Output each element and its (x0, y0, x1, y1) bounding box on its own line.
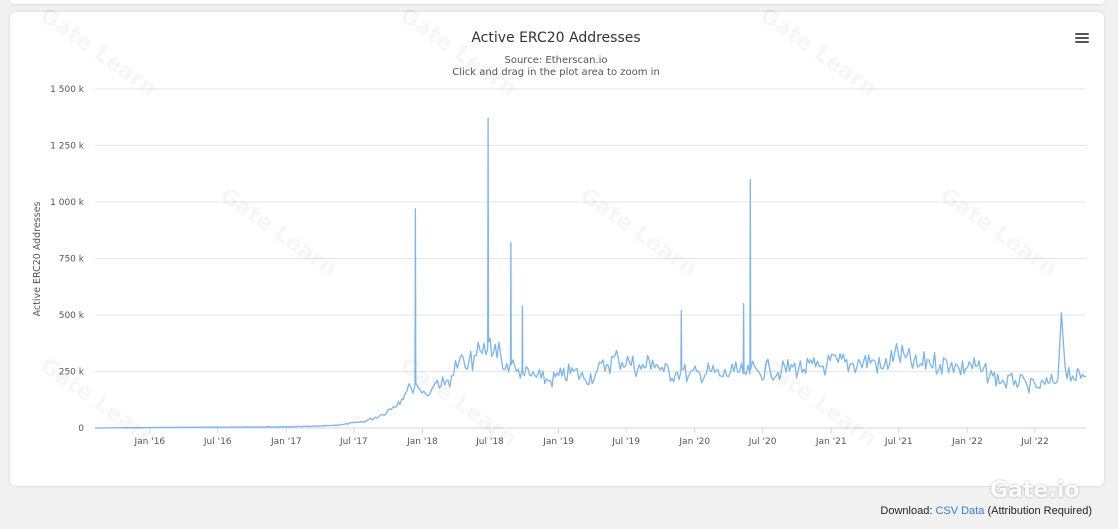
menu-bar-icon (1075, 37, 1089, 39)
x-axis-ticks: Jan '16 Jul '16 Jan '17 Jul '17 Jan '18 Jul '… (133, 428, 1049, 447)
menu-bar-icon (1075, 41, 1089, 43)
y-tick-label: 250 k (59, 368, 85, 378)
chart-card[interactable]: Active ERC20 Addresses Source: Etherscan… (10, 12, 1104, 486)
attribution-note: (Attribution Required) (987, 505, 1092, 517)
x-tick-label: Jul '21 (884, 437, 913, 447)
x-tick-label: Jan '22 (951, 437, 983, 447)
x-tick-label: Jan '21 (815, 437, 847, 447)
y-tick-label: 1 500 k (50, 85, 85, 95)
chart-menu-button[interactable] (1074, 31, 1090, 45)
previous-card-edge (10, 0, 1104, 4)
grid-lines (95, 88, 1086, 372)
download-label: Download: (880, 505, 933, 517)
chart-source: Source: Etherscan.io (505, 55, 608, 66)
y-axis-label: Active ERC20 Addresses (32, 201, 43, 316)
csv-data-link[interactable]: CSV Data (935, 505, 985, 517)
y-tick-label: 500 k (59, 311, 85, 321)
chart-svg[interactable]: Active ERC20 Addresses Source: Etherscan… (10, 12, 1104, 486)
zoom-hint: Click and drag in the plot area to zoom … (452, 67, 660, 78)
x-tick-label: Jul '19 (611, 437, 640, 447)
x-tick-label: Jul '18 (475, 437, 504, 447)
x-tick-label: Jan '18 (406, 437, 438, 447)
gate-logo: Gate.io (990, 478, 1080, 503)
x-tick-label: Jul '16 (203, 437, 232, 447)
x-tick-label: Jan '20 (678, 437, 710, 447)
x-tick-label: Jul '22 (1020, 437, 1049, 447)
x-tick-label: Jul '17 (339, 437, 368, 447)
y-tick-label: 1 250 k (50, 142, 85, 152)
x-tick-label: Jul '20 (748, 437, 777, 447)
x-tick-label: Jan '19 (542, 437, 574, 447)
y-tick-label: 750 k (59, 255, 85, 265)
chart-title: Active ERC20 Addresses (471, 30, 640, 46)
x-tick-label: Jan '16 (133, 437, 165, 447)
series-line[interactable] (95, 117, 1087, 429)
download-bar: Download: CSV Data (Attribution Required… (880, 505, 1092, 517)
menu-bar-icon (1075, 33, 1089, 35)
y-tick-label: 0 (78, 424, 84, 434)
y-axis-ticks: 0 250 k 500 k 750 k 1 000 k 1 250 k 1 500 k (50, 85, 85, 434)
x-tick-label: Jan '17 (270, 437, 302, 447)
y-tick-label: 1 000 k (50, 198, 85, 208)
